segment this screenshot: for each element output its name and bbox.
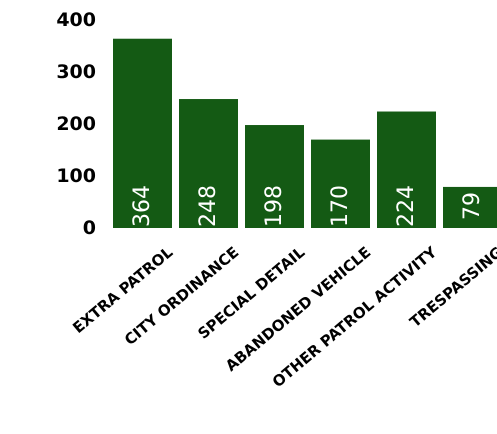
bar	[377, 111, 436, 228]
data-labels: 364 248 198 170 224 79	[130, 185, 485, 227]
y-axis: 0 100 200 300 400	[56, 9, 96, 239]
bar	[311, 139, 370, 228]
bar	[443, 186, 497, 228]
bar	[245, 125, 304, 228]
bar	[113, 38, 172, 228]
y-tick-label: 400	[56, 9, 96, 31]
bar-value-label: 170	[328, 185, 353, 227]
y-tick-label: 200	[56, 113, 96, 135]
y-tick-label: 100	[56, 165, 96, 187]
bar-series	[113, 38, 497, 228]
bar-value-label: 248	[196, 185, 221, 227]
bar-value-label: 198	[262, 185, 287, 227]
bar-value-label: 224	[394, 185, 419, 227]
bar-value-label: 364	[130, 185, 155, 227]
x-tick-label: CITY ORDINANCE	[121, 243, 242, 349]
y-tick-label: 0	[83, 217, 96, 239]
y-tick-label: 300	[56, 61, 96, 83]
bar	[179, 99, 238, 228]
bar-value-label: 79	[460, 192, 485, 220]
x-tick-label: SPECIAL DETAIL	[194, 243, 308, 343]
